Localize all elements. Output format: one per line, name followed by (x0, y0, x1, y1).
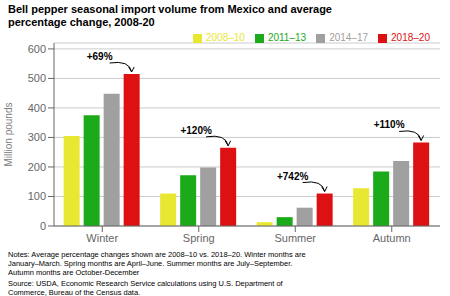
html-text:Bell pepper seasonal import vo: Bell pepper seasonal import volume from … (8, 3, 332, 28)
svg-text:+742%: +742% (277, 171, 309, 182)
svg-text:Spring: Spring (183, 232, 215, 244)
svg-text:Winter: Winter (86, 232, 118, 244)
svg-text:Autumn: Autumn (373, 232, 411, 244)
svg-text:Million pounds: Million pounds (8, 103, 14, 167)
svg-text:300: 300 (28, 131, 46, 143)
svg-text:200: 200 (28, 161, 46, 173)
svg-text:+110%: +110% (374, 119, 405, 130)
svg-text:500: 500 (28, 72, 46, 84)
svg-text:400: 400 (28, 102, 46, 114)
svg-text:100: 100 (28, 190, 46, 202)
html-text:2011–13: 2011–13 (267, 32, 307, 43)
svg-text:+120%: +120% (180, 125, 212, 136)
svg-text:Summer: Summer (274, 232, 316, 244)
svg-text:0: 0 (40, 220, 46, 232)
svg-text:+69%: +69% (87, 51, 113, 62)
html-text:Source: USDA, Economic Researc: Source: USDA, Economic Research Service … (8, 279, 283, 296)
html-text:2008–10: 2008–10 (206, 32, 245, 43)
html-text:2014–17: 2014–17 (329, 32, 369, 43)
svg-text:600: 600 (28, 43, 46, 55)
html-text:2018–20: 2018–20 (391, 32, 430, 43)
html-text:Notes: Average percentage chan: Notes: Average percentage changes shown … (8, 250, 306, 277)
